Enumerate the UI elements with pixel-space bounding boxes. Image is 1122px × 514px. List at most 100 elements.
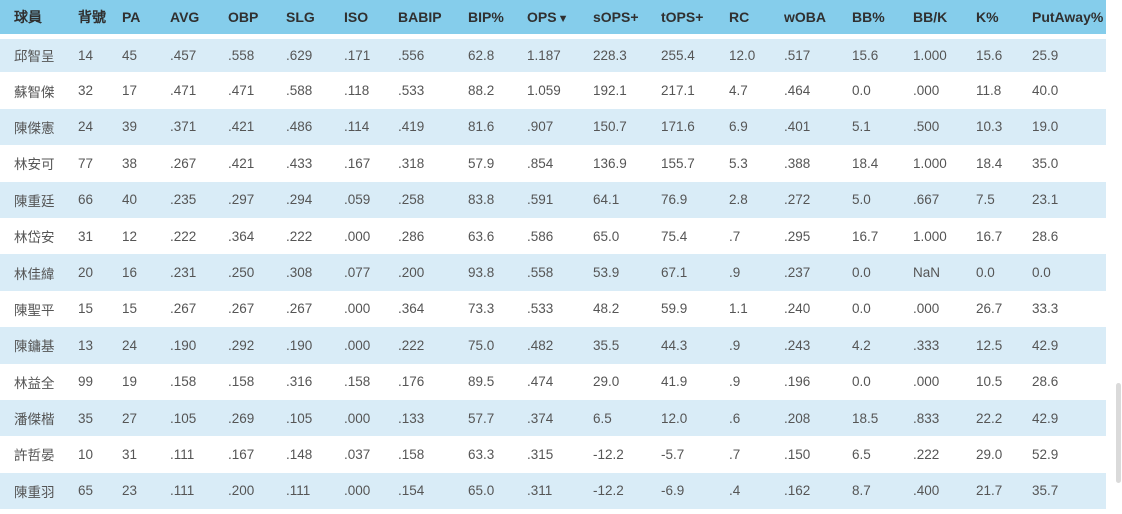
column-header-ops[interactable]: OPS▼ [513, 0, 579, 39]
header-row: 球員 背號 PA AVG OBP SLG ISO BABIP BIP% OPS▼… [0, 0, 1106, 39]
stat-cell: .556 [398, 47, 425, 63]
stat-cell: 73.3 [468, 301, 495, 317]
stat-cell: .308 [286, 265, 313, 281]
stat-cell: .158 [228, 374, 255, 390]
stat-cell: 24 [122, 337, 138, 353]
column-header-babip[interactable]: BABIP [384, 0, 454, 39]
stat-cell: 228.3 [593, 47, 627, 63]
stat-cell: .111 [286, 483, 311, 499]
column-header-slg[interactable]: SLG [272, 0, 330, 39]
stat-cell: .558 [527, 265, 554, 281]
table-row: 許哲晏 10 31 .111 .167 .148 .037 .158 63.3 .315 -12.2… [0, 436, 1106, 473]
stat-cell: 42.9 [1032, 410, 1059, 426]
column-header-iso[interactable]: ISO [330, 0, 384, 39]
stat-cell: 75.4 [661, 228, 688, 244]
stat-cell: 12.0 [661, 410, 688, 426]
sort-desc-icon: ▼ [557, 12, 569, 25]
stat-cell: 255.4 [661, 47, 695, 63]
stat-cell: 16 [122, 265, 138, 281]
stat-cell: 0.0 [852, 265, 871, 281]
stat-cell: .272 [784, 192, 811, 208]
stat-cell: 31 [122, 446, 138, 462]
stat-cell: 40 [122, 192, 138, 208]
stat-cell: 28.6 [1032, 374, 1059, 390]
player-name-cell: 陳聖平 [14, 302, 55, 318]
stat-cell: 42.9 [1032, 337, 1059, 353]
stat-cell: 59.9 [661, 301, 688, 317]
stat-cell: 5.0 [852, 192, 871, 208]
stat-cell: 15 [122, 301, 138, 317]
stat-cell: .222 [398, 337, 425, 353]
stat-cell: .7 [729, 228, 741, 244]
stat-cell: .077 [344, 265, 371, 281]
stat-cell: 41.9 [661, 374, 688, 390]
column-header-pa[interactable]: PA [108, 0, 156, 39]
table-row: 陳聖平 15 15 .267 .267 .267 .000 .364 73.3 .533 48.2 5… [0, 290, 1106, 328]
stat-cell: 38 [122, 155, 138, 171]
column-header-obp[interactable]: OBP [214, 0, 272, 39]
stat-cell: 39 [122, 119, 138, 135]
stat-cell: .222 [170, 228, 197, 244]
stat-cell: .371 [170, 119, 197, 135]
stat-cell: 0.0 [852, 374, 871, 390]
stat-cell: .433 [286, 155, 313, 171]
stat-cell: 35 [78, 410, 94, 426]
stat-cell: .114 [344, 119, 370, 135]
table-row: 陳鏞基 13 24 .190 .292 .190 .000 .222 75.0 .482 35.5 4… [0, 327, 1106, 364]
column-header-bip-pct[interactable]: BIP% [454, 0, 513, 39]
column-header-sops-plus[interactable]: sOPS+ [579, 0, 647, 39]
column-header-woba[interactable]: wOBA [770, 0, 838, 39]
stat-cell: .374 [527, 410, 554, 426]
stat-cell: 57.7 [468, 410, 495, 426]
stat-cell: .269 [228, 410, 255, 426]
stat-cell: .500 [913, 119, 940, 135]
stat-cell: .167 [228, 446, 255, 462]
stat-cell: 26.7 [976, 301, 1003, 317]
stat-cell: 65 [78, 483, 94, 499]
stat-cell: 17 [122, 83, 138, 99]
stat-cell: 20 [78, 265, 94, 281]
stat-cell: 88.2 [468, 83, 495, 99]
stat-cell: 1.000 [913, 228, 947, 244]
column-header-putaway-pct[interactable]: PutAway% [1018, 0, 1106, 39]
stat-cell: 5.1 [852, 119, 871, 135]
stat-cell: .267 [170, 155, 197, 171]
column-header-bb-k[interactable]: BB/K [899, 0, 962, 39]
stat-cell: 5.3 [729, 155, 748, 171]
column-header-avg[interactable]: AVG [156, 0, 214, 39]
player-name-cell: 陳傑憲 [14, 120, 55, 136]
stat-cell: .464 [784, 83, 811, 99]
stat-cell: 63.3 [468, 446, 495, 462]
stat-cell: 18.4 [852, 155, 879, 171]
column-header-tops-plus[interactable]: tOPS+ [647, 0, 715, 39]
stat-cell: 1.1 [729, 301, 748, 317]
stat-cell: 6.5 [852, 446, 871, 462]
stat-cell: .000 [913, 374, 940, 390]
player-name-cell: 許哲晏 [14, 448, 55, 464]
stat-cell: -12.2 [593, 446, 624, 462]
column-header-number[interactable]: 背號 [64, 0, 108, 39]
player-batting-stats-table: 球員 背號 PA AVG OBP SLG ISO BABIP BIP% OPS▼… [0, 0, 1106, 510]
stat-cell: .419 [398, 119, 425, 135]
table-row: 林益全 99 19 .158 .158 .316 .158 .176 89.5 .474 29.0 4… [0, 363, 1106, 400]
stat-cell: .250 [228, 265, 255, 281]
stat-cell: 150.7 [593, 119, 627, 135]
column-header-player[interactable]: 球員 [0, 0, 64, 39]
column-header-rc[interactable]: RC [715, 0, 770, 39]
player-name-cell: 邱智呈 [14, 49, 55, 65]
stat-cell: 35.7 [1032, 483, 1059, 499]
stat-cell: 22.2 [976, 410, 1003, 426]
stat-cell: 6.5 [593, 410, 612, 426]
stat-cell: 4.2 [852, 337, 871, 353]
stat-cell: .059 [344, 192, 371, 208]
stat-cell: .471 [170, 83, 197, 99]
scrollbar-thumb[interactable] [1116, 383, 1121, 483]
column-header-k-pct[interactable]: K% [962, 0, 1018, 39]
stat-cell: .854 [527, 155, 554, 171]
column-header-bb-pct[interactable]: BB% [838, 0, 899, 39]
stat-cell: .364 [228, 228, 255, 244]
stat-cell: 35.0 [1032, 155, 1059, 171]
player-name-cell: 陳重羽 [14, 484, 55, 500]
column-header-ops-label: OPS [527, 8, 557, 25]
stat-cell: .9 [729, 265, 741, 281]
